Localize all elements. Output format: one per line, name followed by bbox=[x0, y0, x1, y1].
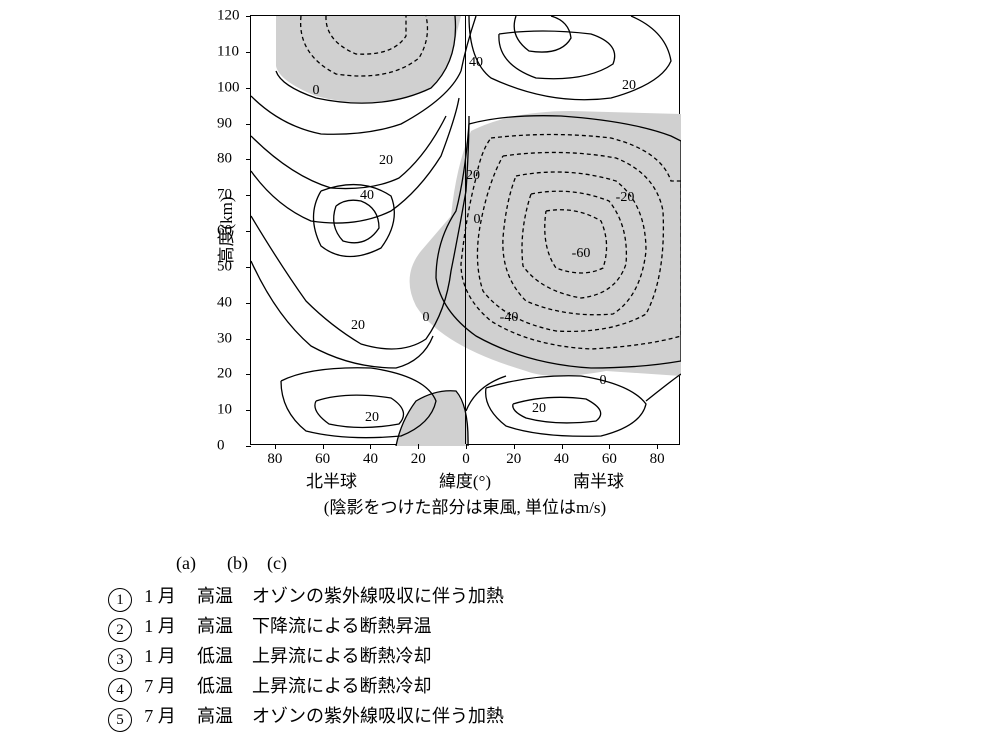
contour-label: 40 bbox=[360, 188, 374, 204]
cell-a: 7 月 bbox=[132, 702, 188, 728]
cell-c: オゾンの紫外線吸収に伴う加熱 bbox=[242, 702, 504, 728]
ytick-label: 0 bbox=[217, 438, 225, 455]
answer-row: 21 月高温下降流による断熱昇温 bbox=[108, 612, 431, 642]
answer-row: 57 月高温オゾンの紫外線吸収に伴う加熱 bbox=[108, 702, 504, 732]
contour-label: 0 bbox=[474, 212, 481, 228]
contour-label: 20 bbox=[532, 401, 546, 417]
contour-label: -60 bbox=[572, 246, 591, 262]
col-b: (b) bbox=[213, 553, 263, 574]
cell-c: 下降流による断熱昇温 bbox=[242, 612, 431, 638]
ytick-label: 40 bbox=[217, 294, 232, 311]
choice-number: 2 bbox=[108, 618, 132, 642]
cell-a: 7 月 bbox=[132, 672, 188, 698]
contour-label: -40 bbox=[500, 310, 519, 326]
contour-label: 0 bbox=[600, 373, 607, 389]
cell-b: 低温 bbox=[188, 642, 242, 668]
ytick-label: 110 bbox=[217, 43, 239, 60]
col-c: (c) bbox=[267, 553, 311, 574]
hemisphere-right-label: 南半球 bbox=[573, 467, 624, 492]
contour-label: 40 bbox=[469, 55, 483, 71]
cell-b: 低温 bbox=[188, 672, 242, 698]
contour-label: 20 bbox=[351, 318, 365, 334]
choice-number: 3 bbox=[108, 648, 132, 672]
xtick-label: 60 bbox=[602, 451, 617, 468]
contour-label: 20 bbox=[365, 410, 379, 426]
contour-label: 20 bbox=[379, 153, 393, 169]
hemisphere-left-label: 北半球 bbox=[306, 467, 357, 492]
contour-label: -20 bbox=[616, 190, 635, 206]
xtick-label: 80 bbox=[267, 451, 282, 468]
y-axis-label: 高度(km) bbox=[212, 196, 237, 263]
ytick-label: 90 bbox=[217, 115, 232, 132]
ytick-label: 20 bbox=[217, 366, 232, 383]
ytick-label: 30 bbox=[217, 330, 232, 347]
choice-number: 1 bbox=[108, 588, 132, 612]
cell-c: 上昇流による断熱冷却 bbox=[242, 642, 431, 668]
answer-header: (a) (b) (c) bbox=[164, 553, 311, 574]
xtick-label: 40 bbox=[554, 451, 569, 468]
contour-label: 0 bbox=[423, 310, 430, 326]
answer-row: 11 月高温オゾンの紫外線吸収に伴う加熱 bbox=[108, 582, 504, 612]
answer-row: 47 月低温上昇流による断熱冷却 bbox=[108, 672, 431, 702]
xtick-label: 60 bbox=[315, 451, 330, 468]
ytick-label: 120 bbox=[217, 8, 240, 25]
xtick-label: 20 bbox=[411, 451, 426, 468]
cell-b: 高温 bbox=[188, 612, 242, 638]
ytick-label: 10 bbox=[217, 402, 232, 419]
plot-area: 0 40 20 20 20 0 -20 -60 40 20 0 -40 0 20… bbox=[250, 15, 680, 445]
cell-b: 高温 bbox=[188, 582, 242, 608]
cell-a: 1 月 bbox=[132, 612, 188, 638]
cell-c: オゾンの紫外線吸収に伴う加熱 bbox=[242, 582, 504, 608]
xtick-label: 0 bbox=[462, 451, 470, 468]
xtick-label: 40 bbox=[363, 451, 378, 468]
chart-caption: (陰影をつけた部分は東風, 単位はm/s) bbox=[324, 493, 606, 518]
cell-b: 高温 bbox=[188, 702, 242, 728]
col-a: (a) bbox=[164, 553, 208, 574]
cell-a: 1 月 bbox=[132, 642, 188, 668]
cell-c: 上昇流による断熱冷却 bbox=[242, 672, 431, 698]
choice-number: 4 bbox=[108, 678, 132, 702]
contour-label: 0 bbox=[313, 83, 320, 99]
ytick-label: 80 bbox=[217, 151, 232, 168]
zero-meridian-line bbox=[465, 16, 466, 444]
xtick-label: 20 bbox=[506, 451, 521, 468]
ytick-label: 100 bbox=[217, 79, 240, 96]
cell-a: 1 月 bbox=[132, 582, 188, 608]
contour-label: 20 bbox=[622, 78, 636, 94]
contour-chart: 0 40 20 20 20 0 -20 -60 40 20 0 -40 0 20… bbox=[250, 15, 680, 445]
answer-row: 31 月低温上昇流による断熱冷却 bbox=[108, 642, 431, 672]
x-axis-label: 緯度(°) bbox=[439, 467, 491, 492]
xtick-label: 80 bbox=[650, 451, 665, 468]
choice-number: 5 bbox=[108, 708, 132, 732]
contour-label: 20 bbox=[466, 168, 480, 184]
